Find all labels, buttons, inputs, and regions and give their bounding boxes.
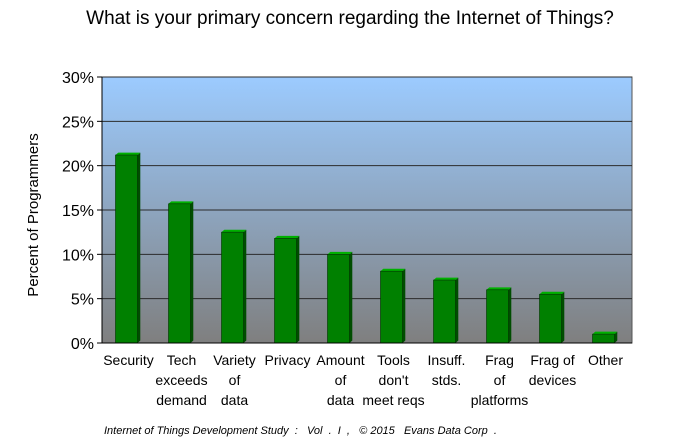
bar-side — [190, 201, 194, 343]
bar-front — [380, 270, 403, 344]
bar — [539, 291, 565, 344]
bar-top — [592, 331, 618, 335]
bar-front — [327, 254, 350, 344]
bar — [486, 287, 512, 344]
bar — [592, 331, 618, 344]
y-tick-label: 5% — [71, 292, 94, 309]
bars — [115, 152, 618, 344]
bar-top — [433, 277, 459, 281]
bar — [327, 251, 353, 344]
y-axis-label: Percent of Programmers — [25, 133, 42, 296]
bar-side — [137, 152, 141, 343]
x-tick-label: Privacy — [265, 352, 311, 368]
y-tick-label: 25% — [62, 114, 94, 131]
y-tick-label: 10% — [62, 247, 94, 264]
bar-top — [486, 287, 512, 290]
bar — [168, 201, 194, 344]
y-tick-label: 30% — [62, 70, 94, 87]
bar-top — [539, 291, 565, 295]
x-tick-label: Variety of data — [213, 352, 256, 408]
y-tick-labels: 0% 5% 10% 15% 20% 25% 30% — [62, 70, 94, 353]
chart-title: What is your primary concern regarding t… — [86, 8, 614, 29]
bar-side — [561, 291, 565, 343]
bar-front — [274, 238, 297, 344]
bar — [274, 235, 300, 344]
bar-front — [433, 279, 456, 344]
x-tick-label: Frag of platforms — [471, 352, 529, 408]
bar-side — [296, 235, 300, 343]
x-tick-label: Other — [588, 352, 623, 368]
x-tick-label: Tech exceeds demand — [155, 352, 207, 408]
bar-front — [115, 154, 138, 344]
bar-front — [592, 333, 615, 344]
x-tick-label: Security — [103, 352, 154, 368]
bar — [221, 229, 247, 344]
bar — [380, 268, 406, 344]
x-tick-label: Amount of data — [316, 352, 364, 408]
bar-side — [614, 331, 618, 343]
footer-credit: Internet of Things Development Study : V… — [104, 425, 497, 437]
bar-front — [221, 231, 244, 344]
bar-side — [455, 277, 459, 343]
bar — [433, 277, 459, 344]
bar-top — [168, 201, 194, 204]
bar-front — [168, 203, 191, 344]
bar-top — [115, 152, 141, 156]
x-tick-label: Tools don't meet reqs — [362, 352, 424, 408]
bar-top — [221, 229, 247, 233]
bar — [115, 152, 141, 344]
y-tick-label: 15% — [62, 203, 94, 220]
x-tick-label: Frag of devices — [529, 352, 576, 388]
bar-side — [349, 251, 353, 343]
bar-top — [380, 268, 406, 272]
x-tick-label: Insuff. stds. — [428, 352, 466, 388]
bar-front — [486, 289, 509, 344]
axes — [97, 76, 632, 344]
y-tick-label: 0% — [71, 336, 94, 353]
bar-side — [243, 229, 247, 343]
bar-front — [539, 293, 562, 344]
bar-side — [508, 287, 512, 343]
bar-top — [327, 251, 353, 255]
bar-top — [274, 235, 300, 239]
bar-side — [402, 268, 406, 343]
y-tick-label: 20% — [62, 159, 94, 176]
